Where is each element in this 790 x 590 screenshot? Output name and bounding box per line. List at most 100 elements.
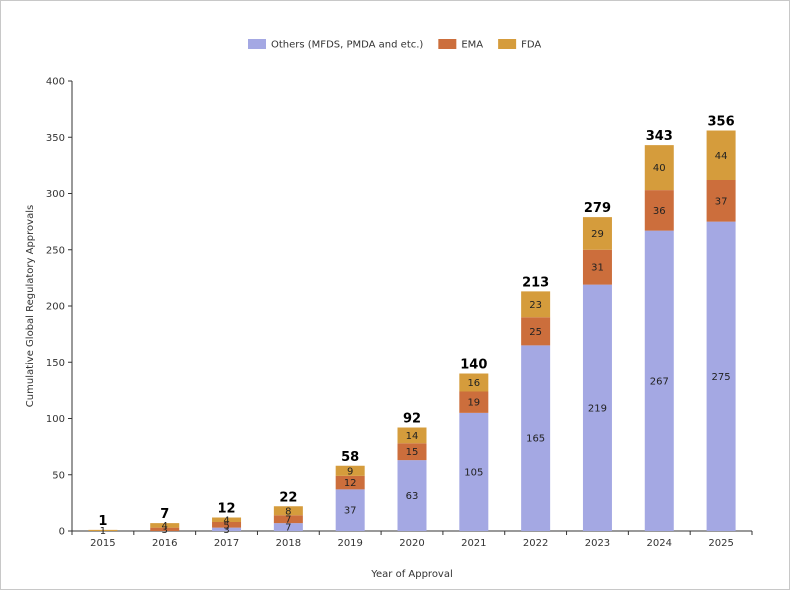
- segment-value-label: 36: [653, 206, 666, 217]
- segment-value-label: 63: [406, 491, 419, 502]
- x-tick-label: 2025: [708, 538, 733, 549]
- y-tick-label: 350: [46, 133, 65, 144]
- total-value-label: 1: [98, 514, 107, 529]
- bar-segment-fda: [273, 506, 303, 516]
- bar-segment-ema: [335, 475, 365, 490]
- bar-segment-fda: [706, 130, 736, 180]
- x-tick-label: 2023: [585, 538, 610, 549]
- bar-segment-fda: [150, 523, 180, 528]
- segment-value-label: 25: [529, 327, 542, 338]
- segment-value-label: 16: [467, 378, 480, 389]
- y-tick-label: 150: [46, 358, 65, 369]
- bar-stack-2020: 63 15 14 92: [397, 412, 427, 531]
- legend: Others (MFDS, PMDA and etc.) EMA FDA: [248, 39, 541, 51]
- segment-value-label: 37: [344, 506, 357, 517]
- y-tick-label: 0: [59, 527, 65, 538]
- bar-stack-2016: 347: [150, 507, 180, 536]
- bar-segment-others: [212, 527, 242, 531]
- bar-stack-2023: 219 31 29 279: [582, 201, 612, 531]
- segment-value-label: 19: [467, 398, 480, 409]
- x-tick-label: 2019: [337, 538, 362, 549]
- segment-value-label: 105: [464, 467, 483, 478]
- bar-stack-2022: 165 25 23 213: [521, 275, 551, 531]
- bar-segment-fda: [335, 465, 365, 476]
- legend-item-ema[interactable]: EMA: [438, 39, 483, 51]
- segment-value-label: 267: [650, 376, 669, 387]
- bar-segment-ema: [582, 249, 612, 285]
- segment-value-label: 3: [162, 525, 168, 536]
- segment-value-label: 4: [223, 515, 229, 526]
- segment-value-label: 15: [406, 447, 419, 458]
- segment-value-label: 1: [100, 526, 106, 537]
- segment-value-label: 12: [344, 478, 357, 489]
- bar-segment-fda: [212, 517, 242, 522]
- bar-segment-others: [459, 412, 489, 531]
- bar-segment-others: [397, 460, 427, 531]
- segment-value-label: 8: [285, 506, 291, 517]
- y-tick-label: 200: [46, 302, 65, 313]
- segment-value-label: 275: [712, 372, 731, 383]
- x-tick-label: 2015: [90, 538, 115, 549]
- x-tick-label: 2020: [399, 538, 424, 549]
- bar-segment-others: [582, 284, 612, 531]
- bar-segment-fda: [88, 529, 118, 531]
- bar-segment-others: [273, 523, 303, 531]
- x-tick-label: 2024: [647, 538, 672, 549]
- bar-segment-fda: [521, 291, 551, 318]
- y-tick-label: 250: [46, 245, 65, 256]
- bar-segment-others: [521, 345, 551, 531]
- y-tick-label: 100: [46, 414, 65, 425]
- legend-swatch: [438, 39, 457, 49]
- segment-value-label: 7: [285, 523, 291, 534]
- x-tick-label: 2017: [214, 538, 239, 549]
- total-value-label: 213: [522, 275, 549, 290]
- x-axis: 2015 2016 2017 2018 2019 2020 2021 2022 2023 2024…: [71, 530, 753, 549]
- bar-segment-ema: [212, 522, 242, 528]
- legend-swatch: [498, 39, 517, 49]
- segment-value-label: 31: [591, 263, 604, 274]
- x-tick-label: 2022: [523, 538, 548, 549]
- legend-item-others[interactable]: Others (MFDS, PMDA and etc.): [248, 39, 423, 51]
- bar-stack-2024: 267 36 40 343: [644, 129, 674, 531]
- total-value-label: 279: [584, 201, 611, 216]
- bar-segment-ema: [459, 391, 489, 413]
- x-tick-label: 2021: [461, 538, 486, 549]
- segment-value-label: 37: [715, 196, 728, 207]
- total-value-label: 140: [460, 358, 487, 373]
- bar-segment-ema: [150, 527, 180, 531]
- bar-segment-others: [335, 489, 365, 531]
- total-value-label: 58: [341, 450, 359, 465]
- x-axis-title: Year of Approval: [370, 569, 453, 580]
- segment-value-label: 9: [347, 466, 353, 477]
- bar-segment-ema: [644, 190, 674, 231]
- total-value-label: 356: [708, 115, 735, 130]
- segment-value-label: 219: [588, 403, 607, 414]
- bar-segment-others: [644, 230, 674, 531]
- bar-segment-ema: [273, 515, 303, 524]
- segment-value-label: 7: [285, 515, 291, 526]
- bar-segment-fda: [459, 373, 489, 392]
- bars: 1134735412778223712958631514921051916140…: [88, 115, 736, 537]
- total-value-label: 343: [646, 129, 673, 144]
- total-value-label: 92: [403, 412, 421, 427]
- legend-label: EMA: [461, 40, 483, 51]
- legend-label: Others (MFDS, PMDA and etc.): [271, 40, 423, 51]
- total-value-label: 12: [217, 502, 235, 517]
- y-axis-title: Cumulative Global Regulatory Approvals: [25, 205, 36, 407]
- segment-value-label: 23: [529, 300, 542, 311]
- total-value-label: 22: [279, 490, 297, 505]
- x-tick-label: 2018: [276, 538, 301, 549]
- bar-stack-2025: 275 37 44 356: [706, 115, 736, 531]
- bar-segment-fda: [582, 217, 612, 250]
- segment-value-label: 4: [162, 521, 168, 532]
- segment-value-label: 165: [526, 434, 545, 445]
- legend-label: FDA: [521, 40, 541, 51]
- y-tick-label: 400: [46, 77, 65, 88]
- legend-item-fda[interactable]: FDA: [498, 39, 541, 51]
- segment-value-label: 14: [406, 431, 419, 442]
- segment-value-label: 40: [653, 163, 666, 174]
- bar-segment-ema: [397, 443, 427, 461]
- bar-segment-fda: [644, 145, 674, 191]
